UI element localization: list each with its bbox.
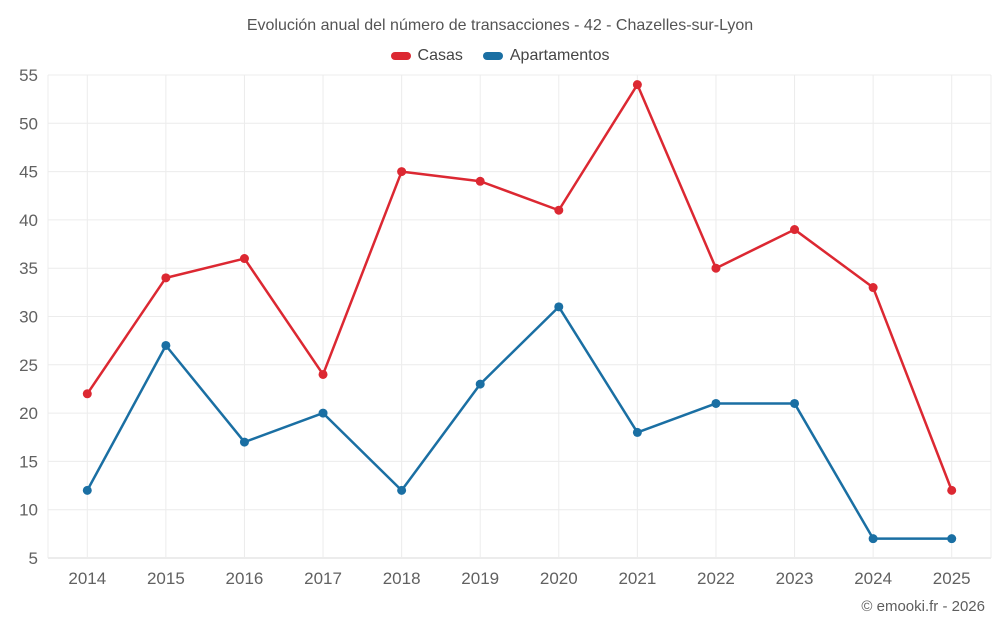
x-tick-label: 2017 (304, 569, 342, 588)
y-tick-label: 40 (19, 211, 38, 230)
casas-point-2022 (711, 263, 721, 273)
x-tick-label: 2020 (540, 569, 578, 588)
casas-point-2021 (632, 80, 642, 90)
legend-label-casas: Casas (417, 47, 463, 64)
apartamentos-point-2014 (82, 485, 92, 495)
apartamentos-point-2022 (711, 398, 721, 408)
casas-point-2025 (947, 485, 957, 495)
x-tick-label: 2025 (933, 569, 971, 588)
y-tick-label: 55 (19, 66, 38, 85)
apartamentos-point-2025 (947, 534, 957, 544)
apartamentos-point-2016 (239, 437, 249, 447)
casas-line (86, 83, 953, 492)
y-tick-label: 20 (19, 404, 38, 423)
x-tick-label: 2019 (461, 569, 499, 588)
y-tick-label: 45 (19, 163, 38, 182)
casas-point-2016 (239, 254, 249, 264)
chart-legend: Casas Apartamentos (0, 47, 1000, 65)
x-tick-label: 2018 (383, 569, 421, 588)
x-tick-label: 2023 (776, 569, 814, 588)
x-tick-label: 2014 (68, 569, 106, 588)
x-tick-label: 2015 (147, 569, 185, 588)
apartamentos-line (86, 305, 953, 540)
apartamentos-point-2018 (397, 485, 407, 495)
casas-point-2014 (82, 389, 92, 399)
y-tick-label: 15 (19, 452, 38, 471)
casas-point-2024 (868, 283, 878, 293)
legend-label-apartamentos: Apartamentos (509, 47, 610, 64)
legend-item-casas[interactable]: Casas (390, 47, 463, 65)
y-tick-label: 25 (19, 356, 38, 375)
casas-point-2020 (554, 205, 564, 215)
legend-item-apartamentos[interactable]: Apartamentos (482, 47, 610, 65)
apartamentos-point-2023 (790, 398, 800, 408)
casas-point-2017 (318, 369, 328, 379)
apartamentos-point-2024 (868, 534, 878, 544)
apartamentos-swatch-icon (482, 52, 503, 60)
chart-title: Evolución anual del número de transaccio… (246, 17, 754, 34)
casas-point-2015 (161, 273, 171, 283)
footer-credit: © emooki.fr - 2026 (861, 598, 985, 615)
x-tick-label: 2024 (854, 569, 892, 588)
apartamentos-point-2015 (161, 340, 171, 350)
casas-swatch-icon (390, 52, 411, 60)
y-tick-label: 50 (19, 114, 38, 133)
x-tick-label: 2022 (697, 569, 735, 588)
x-tick-label: 2016 (226, 569, 264, 588)
y-tick-label: 35 (19, 259, 38, 278)
apartamentos-point-2019 (475, 379, 485, 389)
apartamentos-point-2021 (632, 427, 642, 437)
casas-point-2023 (790, 225, 800, 235)
apartamentos-point-2017 (318, 408, 328, 418)
casas-point-2019 (475, 176, 485, 186)
y-tick-label: 5 (29, 549, 38, 568)
y-tick-label: 10 (19, 501, 38, 520)
casas-point-2018 (397, 167, 407, 177)
y-tick-label: 30 (19, 308, 38, 327)
apartamentos-point-2020 (554, 302, 564, 312)
x-tick-label: 2021 (618, 569, 656, 588)
